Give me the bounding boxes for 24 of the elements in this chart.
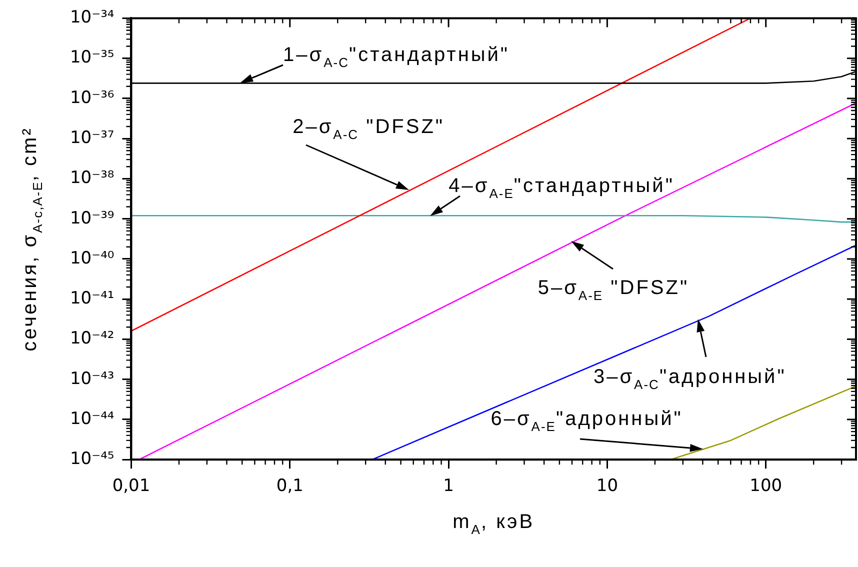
y-tick-label: 10⁻³⁶ (70, 88, 114, 108)
y-tick-label: 10⁻³⁵ (70, 48, 114, 68)
y-tick-label: 10⁻⁴⁰ (70, 248, 114, 268)
x-tick-label: 10 (596, 476, 618, 496)
annotation: 5–σ$_{A-E}$ "DFSZ" (538, 277, 690, 304)
y-tick-label: 10⁻³⁷ (70, 128, 114, 148)
x-tick-label: 100 (750, 476, 782, 496)
y-tick-label: 10⁻³⁸ (70, 168, 114, 188)
x-tick-label: 1 (443, 476, 454, 496)
y-tick-label: 10⁻⁴³ (70, 368, 114, 389)
annotation: 6–σ$_{A-E}$"адронный" (490, 408, 683, 434)
y-tick-label: 10⁻⁴⁵ (70, 449, 114, 470)
y-tick-label: 10⁻⁴¹ (70, 288, 114, 309)
x-axis-title: m$_{A}$, кэВ (452, 510, 535, 537)
annotation: 4–σ$_{A-E}$"стандартный" (448, 174, 674, 201)
annotation: 3–σ$_{A-C}$"адронный" (593, 366, 786, 392)
y-tick-label: 10⁻³⁹ (70, 208, 114, 228)
annotation: 2–σ$_{A-C}$ "DFSZ" (292, 116, 445, 142)
x-tick-label: 0,01 (112, 476, 150, 496)
y-tick-label: 10⁻³⁴ (70, 8, 114, 28)
y-tick-label: 10⁻⁴² (70, 328, 114, 349)
x-tick-label: 0,1 (276, 476, 304, 496)
y-tick-label: 10⁻⁴⁴ (70, 408, 114, 429)
annotation: 1–σ$_{A-C}$"стандартный" (283, 44, 510, 70)
